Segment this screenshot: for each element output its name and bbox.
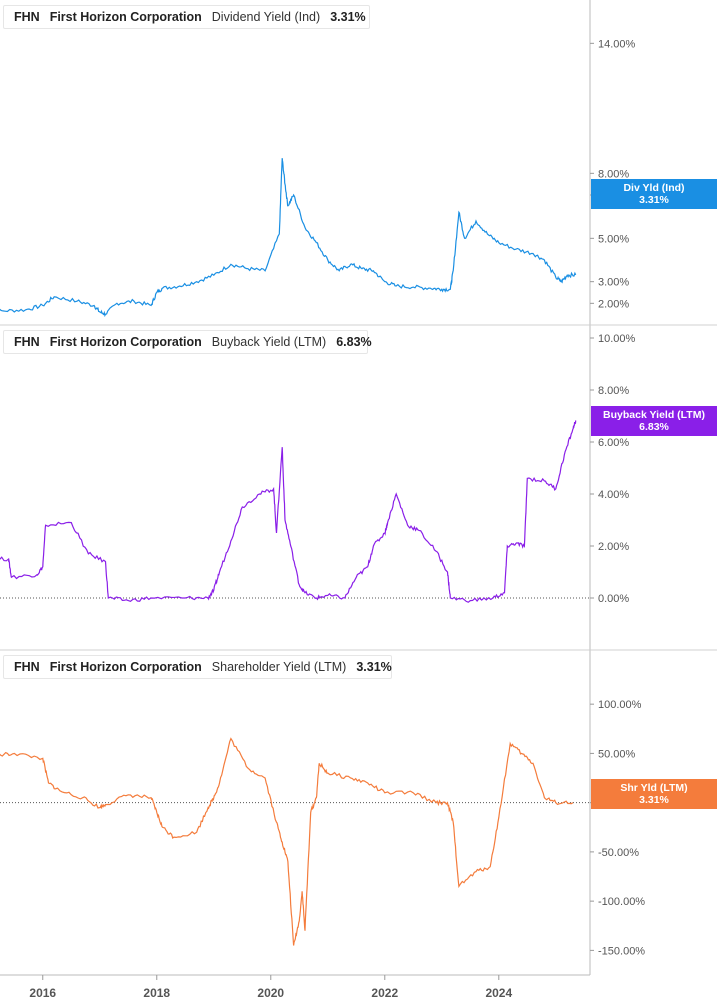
series-line-shareholder-yield-ltm- — [0, 737, 574, 946]
legend-value: 3.31% — [330, 10, 366, 24]
legend-company: First Horizon Corporation — [49, 335, 202, 349]
legend-ticker: FHN — [14, 335, 40, 349]
legend-value: 6.83% — [336, 335, 372, 349]
legend-company: First Horizon Corporation — [49, 10, 202, 24]
y-tick-label: 0.00% — [598, 593, 629, 605]
tag-label: Div Yld (Ind) — [623, 182, 685, 194]
y-tick-label: -100.00% — [598, 896, 645, 908]
y-tick-label: -50.00% — [598, 847, 639, 859]
value-tag-shareholder: Shr Yld (LTM) 3.31% — [591, 779, 717, 809]
x-tick-label: 2024 — [485, 986, 512, 1000]
y-tick-label: 2.00% — [598, 298, 629, 310]
legend-ticker: FHN — [14, 660, 40, 674]
legend-dividend-yield: FHN First Horizon Corporation Dividend Y… — [3, 5, 370, 29]
y-tick-label: 4.00% — [598, 489, 629, 501]
x-tick-label: 2018 — [143, 986, 170, 1000]
y-tick-label: 14.00% — [598, 38, 636, 50]
value-tag-dividend: Div Yld (Ind) 3.31% — [591, 179, 717, 209]
legend-metric: Dividend Yield (Ind) — [211, 10, 321, 24]
y-tick-label: 8.00% — [598, 168, 629, 180]
tag-value: 6.83% — [639, 421, 669, 433]
tag-value: 3.31% — [639, 794, 669, 806]
legend-value: 3.31% — [356, 660, 392, 674]
legend-buyback-yield: FHN First Horizon Corporation Buyback Yi… — [3, 330, 372, 354]
series-line-dividend-yield-ind- — [0, 158, 577, 318]
legend-metric: Shareholder Yield (LTM) — [211, 660, 347, 674]
tag-label: Buyback Yield (LTM) — [603, 409, 705, 421]
legend-shareholder-yield: FHN First Horizon Corporation Shareholde… — [3, 655, 392, 679]
y-tick-label: 3.00% — [598, 277, 629, 289]
legend-company: First Horizon Corporation — [49, 660, 202, 674]
x-tick-label: 2020 — [257, 986, 284, 1000]
y-tick-label: 50.00% — [598, 748, 636, 760]
y-tick-label: -150.00% — [598, 945, 645, 957]
legend-metric: Buyback Yield (LTM) — [211, 335, 327, 349]
tag-value: 3.31% — [639, 194, 669, 206]
value-tag-buyback: Buyback Yield (LTM) 6.83% — [591, 406, 717, 436]
series-line-buyback-yield-ltm- — [0, 420, 577, 603]
x-tick-label: 2016 — [29, 986, 56, 1000]
y-tick-label: 100.00% — [598, 699, 642, 711]
y-tick-label: 6.00% — [598, 437, 629, 449]
y-tick-label: 2.00% — [598, 541, 629, 553]
y-tick-label: 5.00% — [598, 233, 629, 245]
legend-ticker: FHN — [14, 10, 40, 24]
y-tick-label: 8.00% — [598, 385, 629, 397]
x-tick-label: 2022 — [371, 986, 398, 1000]
tag-label: Shr Yld (LTM) — [620, 782, 688, 794]
y-tick-label: 10.00% — [598, 333, 636, 345]
